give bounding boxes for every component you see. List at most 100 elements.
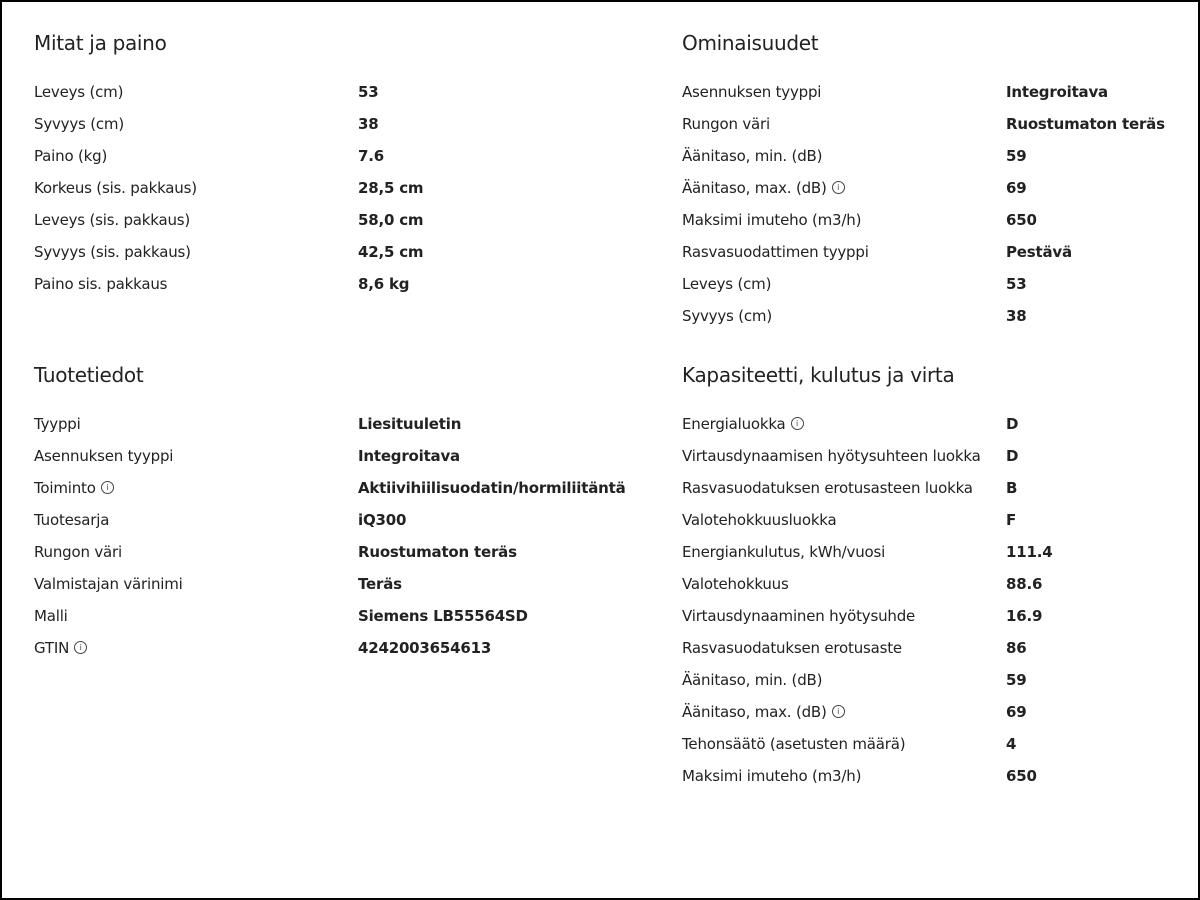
spec-value: Liesituuletin	[358, 415, 462, 433]
spec-row: Toiminto i Aktiivihiilisuodatin/hormiliitä…	[34, 472, 626, 504]
section-title: Ominaisuudet	[682, 31, 819, 55]
spec-label: Äänitaso, min. (dB)	[682, 664, 822, 696]
spec-row: Tuotesarja iQ300	[34, 504, 594, 536]
spec-value: 69	[1006, 703, 1027, 721]
spec-label-text: Äänitaso, max. (dB)	[682, 703, 827, 721]
spec-label: Leveys (cm)	[34, 76, 123, 108]
spec-label: Äänitaso, min. (dB)	[682, 140, 822, 172]
spec-label: Äänitaso, max. (dB) i	[682, 696, 845, 728]
spec-value: 53	[358, 83, 379, 101]
spec-label-text: Maksimi imuteho (m3/h)	[682, 211, 862, 229]
spec-label-text: Virtausdynaamisen hyötysuhteen luokka	[682, 447, 981, 465]
spec-label-text: Leveys (sis. pakkaus)	[34, 211, 191, 229]
spec-row: Rungon väri Ruostumaton teräs	[34, 536, 594, 568]
spec-label-text: Asennuksen tyyppi	[34, 447, 174, 465]
spec-row: Leveys (cm) 53	[682, 268, 1200, 300]
spec-label: Maksimi imuteho (m3/h)	[682, 760, 861, 792]
spec-row: Energialuokka i D	[682, 408, 1200, 440]
spec-row: Leveys (sis. pakkaus) 58,0 cm	[34, 204, 594, 236]
spec-value: 38	[1006, 307, 1027, 325]
spec-label: Toiminto i	[34, 472, 114, 504]
spec-label: Asennuksen tyyppi	[34, 440, 173, 472]
section-title: Mitat ja paino	[34, 31, 167, 55]
spec-label: Tuotesarja	[34, 504, 109, 536]
spec-label: Energiankulutus, kWh/vuosi	[682, 536, 885, 568]
spec-label-text: Leveys (cm)	[682, 275, 772, 293]
spec-row: Maksimi imuteho (m3/h) 650	[682, 760, 1200, 792]
spec-row: Valmistajan värinimi Teräs	[34, 568, 594, 600]
section-features: Ominaisuudet Asennuksen tyyppi Integroitav…	[682, 27, 1200, 332]
spec-list: Asennuksen tyyppi Integroitava Rungon väri…	[682, 76, 1200, 332]
spec-row: Asennuksen tyyppi Integroitava	[682, 76, 1200, 108]
spec-value: Integroitava	[358, 447, 460, 465]
spec-list: Tyyppi Liesituuletin Asennuksen tyyppi Inte…	[34, 408, 626, 664]
spec-value: Integroitava	[1006, 83, 1108, 101]
spec-row: Rasvasuodatuksen erotusasteen luokka B	[682, 472, 1200, 504]
spec-label-text: Energiankulutus, kWh/vuosi	[682, 543, 886, 561]
spec-row: Äänitaso, min. (dB) 59	[682, 664, 1200, 696]
spec-label-text: Syvyys (sis. pakkaus)	[34, 243, 191, 261]
spec-label-text: GTIN	[34, 639, 70, 657]
spec-label: Syvyys (cm)	[682, 300, 772, 332]
spec-label-text: Energialuokka	[682, 415, 786, 433]
spec-row: Rungon väri Ruostumaton teräs	[682, 108, 1200, 140]
spec-value: F	[1006, 511, 1017, 529]
info-icon[interactable]: i	[100, 481, 114, 494]
spec-label-text: Paino sis. pakkaus	[34, 275, 168, 293]
spec-label: Energialuokka i	[682, 408, 804, 440]
spec-label-text: Rasvasuodattimen tyyppi	[682, 243, 869, 261]
spec-value: 88.6	[1006, 575, 1043, 593]
spec-row: Paino sis. pakkaus 8,6 kg	[34, 268, 594, 300]
info-icon[interactable]: i	[831, 181, 845, 194]
spec-value: B	[1006, 479, 1018, 497]
spec-label: Malli	[34, 600, 68, 632]
spec-label: Paino sis. pakkaus	[34, 268, 167, 300]
info-icon[interactable]: i	[831, 705, 845, 718]
spec-value: Pestävä	[1006, 243, 1072, 261]
spec-value: 69	[1006, 179, 1027, 197]
spec-value: D	[1006, 415, 1019, 433]
spec-list: Leveys (cm) 53 Syvyys (cm) 38 Paino (kg) 7.6 K…	[34, 76, 594, 300]
spec-label: Valotehokkuus	[682, 568, 789, 600]
spec-value: 4242003654613	[358, 639, 492, 657]
spec-row: Energiankulutus, kWh/vuosi 111.4	[682, 536, 1200, 568]
spec-label-text: Virtausdynaaminen hyötysuhde	[682, 607, 916, 625]
spec-value: 58,0 cm	[358, 211, 424, 229]
spec-value: 53	[1006, 275, 1027, 293]
spec-label: GTIN i	[34, 632, 88, 664]
spec-value: Aktiivihiilisuodatin/hormiliitäntä	[358, 479, 626, 497]
spec-row: Rasvasuodatuksen erotusaste 86	[682, 632, 1200, 664]
info-icon[interactable]: i	[74, 641, 88, 654]
spec-row: Syvyys (sis. pakkaus) 42,5 cm	[34, 236, 594, 268]
section-dimensions-weight: Mitat ja paino Leveys (cm) 53 Syvyys (cm) 38…	[34, 27, 594, 300]
spec-row: Maksimi imuteho (m3/h) 650	[682, 204, 1200, 236]
spec-label-text: Rasvasuodatuksen erotusasteen luokka	[682, 479, 973, 497]
spec-value: 8,6 kg	[358, 275, 410, 293]
section-product-info: Tuotetiedot Tyyppi Liesituuletin Asennuksen…	[34, 359, 626, 664]
spec-label-text: Tehonsäätö (asetusten määrä)	[682, 735, 906, 753]
spec-label: Tehonsäätö (asetusten määrä)	[682, 728, 906, 760]
spec-label: Asennuksen tyyppi	[682, 76, 821, 108]
spec-label: Paino (kg)	[34, 140, 107, 172]
spec-value: 59	[1006, 671, 1027, 689]
spec-label-text: Leveys (cm)	[34, 83, 124, 101]
section-capacity-consumption: Kapasiteetti, kulutus ja virta Energialuo…	[682, 359, 1200, 792]
spec-label: Rasvasuodatuksen erotusaste	[682, 632, 902, 664]
spec-label: Valotehokkuusluokka	[682, 504, 837, 536]
spec-label: Rungon väri	[34, 536, 122, 568]
spec-row: Syvyys (cm) 38	[682, 300, 1200, 332]
info-icon[interactable]: i	[790, 417, 804, 430]
spec-label-text: Äänitaso, min. (dB)	[682, 671, 823, 689]
spec-label: Maksimi imuteho (m3/h)	[682, 204, 861, 236]
spec-row: Asennuksen tyyppi Integroitava	[34, 440, 594, 472]
spec-label-text: Rungon väri	[682, 115, 770, 133]
spec-label-text: Äänitaso, min. (dB)	[682, 147, 823, 165]
spec-value: 86	[1006, 639, 1027, 657]
spec-value: 59	[1006, 147, 1027, 165]
spec-label-text: Tyyppi	[34, 415, 81, 433]
spec-label: Rasvasuodatuksen erotusasteen luokka	[682, 472, 973, 504]
spec-value: 42,5 cm	[358, 243, 424, 261]
spec-row: Valotehokkuusluokka F	[682, 504, 1200, 536]
spec-value: Ruostumaton teräs	[358, 543, 517, 561]
